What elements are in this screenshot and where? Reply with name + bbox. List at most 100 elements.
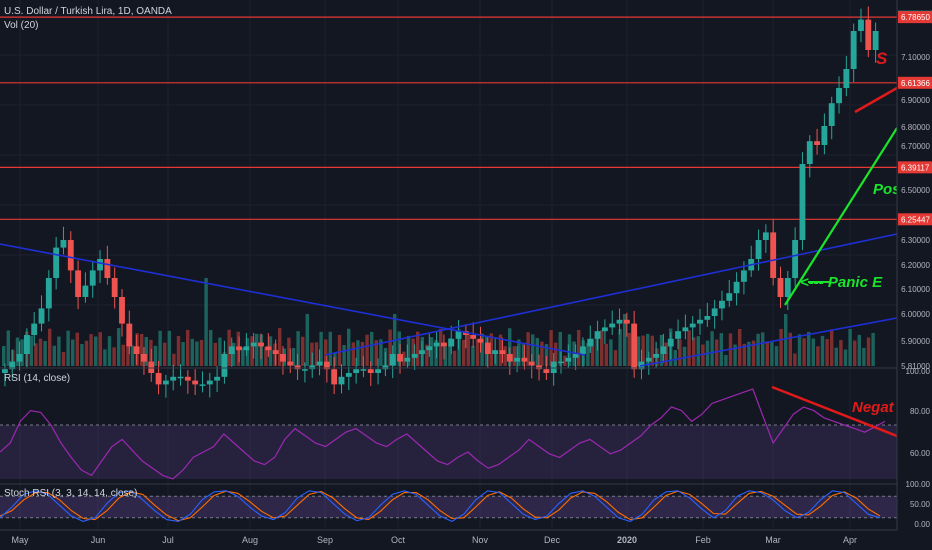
- volume-bar: [494, 350, 498, 366]
- volume-bar: [425, 344, 429, 366]
- volume-bar: [319, 331, 323, 366]
- candle-body: [572, 354, 579, 358]
- volume-bar: [296, 331, 300, 366]
- volume-bar: [600, 330, 604, 366]
- candle-body: [514, 357, 521, 362]
- candle-body: [587, 338, 594, 347]
- candle-body: [82, 285, 89, 297]
- volume-bar: [172, 353, 176, 366]
- volume-bar: [314, 342, 319, 366]
- candle-body: [792, 240, 799, 278]
- price-tick-label: 6.70000: [901, 142, 930, 151]
- volume-bar: [11, 349, 15, 366]
- volume-bar: [839, 339, 843, 366]
- volume-bar: [802, 338, 806, 366]
- candle-body: [623, 319, 630, 324]
- volume-bar: [558, 331, 562, 366]
- volume-bar: [347, 328, 351, 366]
- candle-body: [667, 338, 674, 347]
- volume-bar: [682, 346, 687, 366]
- volume-bar: [80, 344, 84, 366]
- volume-bar: [613, 350, 618, 366]
- volume-bar: [98, 332, 102, 366]
- volume-bar: [57, 336, 61, 366]
- candle-body: [375, 369, 382, 373]
- volume-bar: [365, 334, 369, 366]
- volume-bar: [618, 328, 622, 366]
- candle-body: [133, 346, 140, 354]
- price-tick-label: 6.50000: [901, 186, 930, 195]
- volume-bar: [609, 339, 613, 366]
- volume-bar: [232, 342, 236, 366]
- candle-body: [704, 316, 711, 320]
- candle-body: [550, 361, 557, 373]
- candle-body: [645, 357, 652, 362]
- volume-bar: [6, 330, 10, 366]
- volume-bar: [701, 344, 705, 366]
- trendline-ascending: [324, 233, 898, 356]
- volume-bar: [209, 329, 213, 366]
- volume-bar: [521, 344, 526, 366]
- candle-body: [836, 88, 842, 104]
- volume-bar: [641, 335, 645, 366]
- volume-bar: [195, 341, 199, 366]
- volume-bar: [351, 342, 355, 366]
- volume-bar: [678, 339, 682, 366]
- candle-body: [250, 342, 257, 347]
- candle-body: [236, 346, 242, 351]
- volume-bar: [567, 334, 572, 366]
- volume-bar: [388, 329, 392, 366]
- candle-body: [814, 141, 821, 145]
- volume-bar: [144, 336, 148, 366]
- candle-body: [601, 327, 608, 332]
- volume-bar: [853, 340, 857, 366]
- volume-bar: [43, 341, 47, 366]
- volume-bar: [646, 333, 650, 366]
- volume-bar: [508, 328, 512, 366]
- time-tick-label: Apr: [843, 535, 857, 545]
- candle-body: [755, 240, 762, 259]
- price-tick-label: 6.10000: [901, 285, 930, 294]
- candle-body: [316, 361, 323, 366]
- volume-bar: [103, 349, 107, 366]
- volume-bar: [38, 338, 43, 366]
- volume-bar: [825, 339, 829, 366]
- candle-body: [719, 300, 725, 309]
- volume-bar: [218, 337, 222, 366]
- price-tick-label: 5.90000: [901, 337, 930, 346]
- time-tick-label: 2020: [617, 535, 637, 545]
- candle-body: [331, 369, 338, 385]
- volume-bar: [871, 332, 875, 366]
- volume-bar: [250, 336, 254, 366]
- volume-bar: [443, 346, 447, 366]
- candle-body: [806, 141, 813, 164]
- volume-bar: [765, 341, 769, 366]
- volume-bar: [52, 345, 56, 366]
- candle-body: [287, 361, 294, 366]
- volume-bar: [834, 347, 838, 366]
- candle-body: [448, 338, 455, 347]
- volume-bar: [848, 329, 852, 366]
- price-tag: [898, 213, 932, 226]
- volume-bar: [273, 343, 277, 366]
- candle-body: [455, 331, 462, 339]
- rsi-tick-label: 80.00: [910, 407, 931, 416]
- volume-bar: [337, 334, 342, 366]
- volume-bar: [719, 333, 723, 366]
- volume-bar: [411, 338, 415, 366]
- volume-bar: [843, 349, 848, 366]
- candle-body: [660, 346, 667, 354]
- candle-body: [382, 365, 389, 370]
- volume-bar: [535, 337, 539, 366]
- volume-bar: [176, 335, 181, 366]
- volume-bar: [554, 342, 558, 366]
- volume-bar: [429, 337, 434, 366]
- volume-indicator-label: Vol (20): [4, 20, 39, 31]
- volume-bar: [71, 339, 75, 366]
- volume-bar: [590, 338, 595, 366]
- volume-bar: [774, 346, 779, 366]
- volume-bar: [462, 339, 466, 366]
- volume-bar: [112, 347, 116, 366]
- candle-body: [75, 270, 82, 297]
